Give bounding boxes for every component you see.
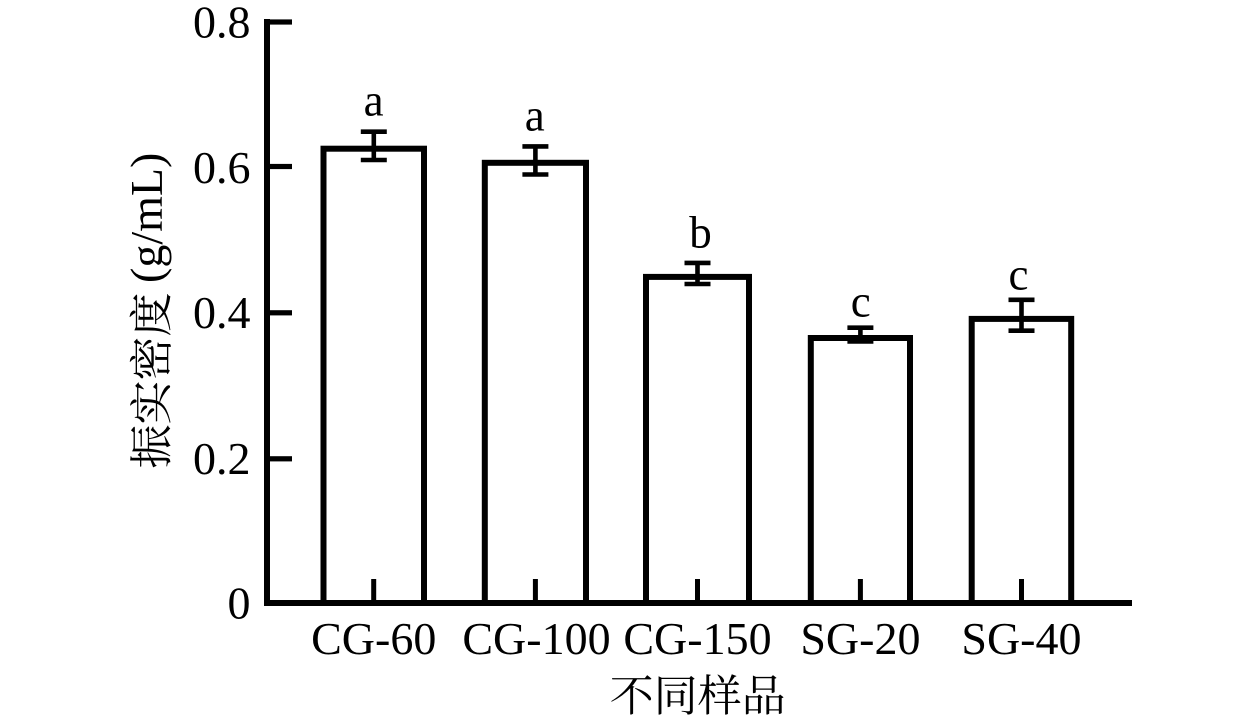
svg-text:0: 0 — [228, 577, 251, 628]
svg-text:c: c — [1009, 249, 1029, 299]
svg-text:SG-40: SG-40 — [961, 613, 1081, 664]
svg-text:CG-150: CG-150 — [623, 613, 771, 664]
svg-text:(g/mL): (g/mL) — [121, 153, 172, 283]
svg-text:CG-100: CG-100 — [462, 613, 610, 664]
svg-text:SG-20: SG-20 — [800, 613, 920, 664]
svg-text:0.6: 0.6 — [193, 142, 251, 193]
svg-text:CG-60: CG-60 — [311, 613, 436, 664]
svg-text:c: c — [851, 277, 871, 327]
svg-text:0.8: 0.8 — [193, 0, 251, 47]
svg-text:b: b — [689, 208, 712, 258]
svg-text:a: a — [364, 75, 384, 125]
svg-text:0.4: 0.4 — [193, 287, 251, 338]
svg-text:0.2: 0.2 — [193, 433, 251, 484]
svg-text:a: a — [525, 91, 545, 141]
